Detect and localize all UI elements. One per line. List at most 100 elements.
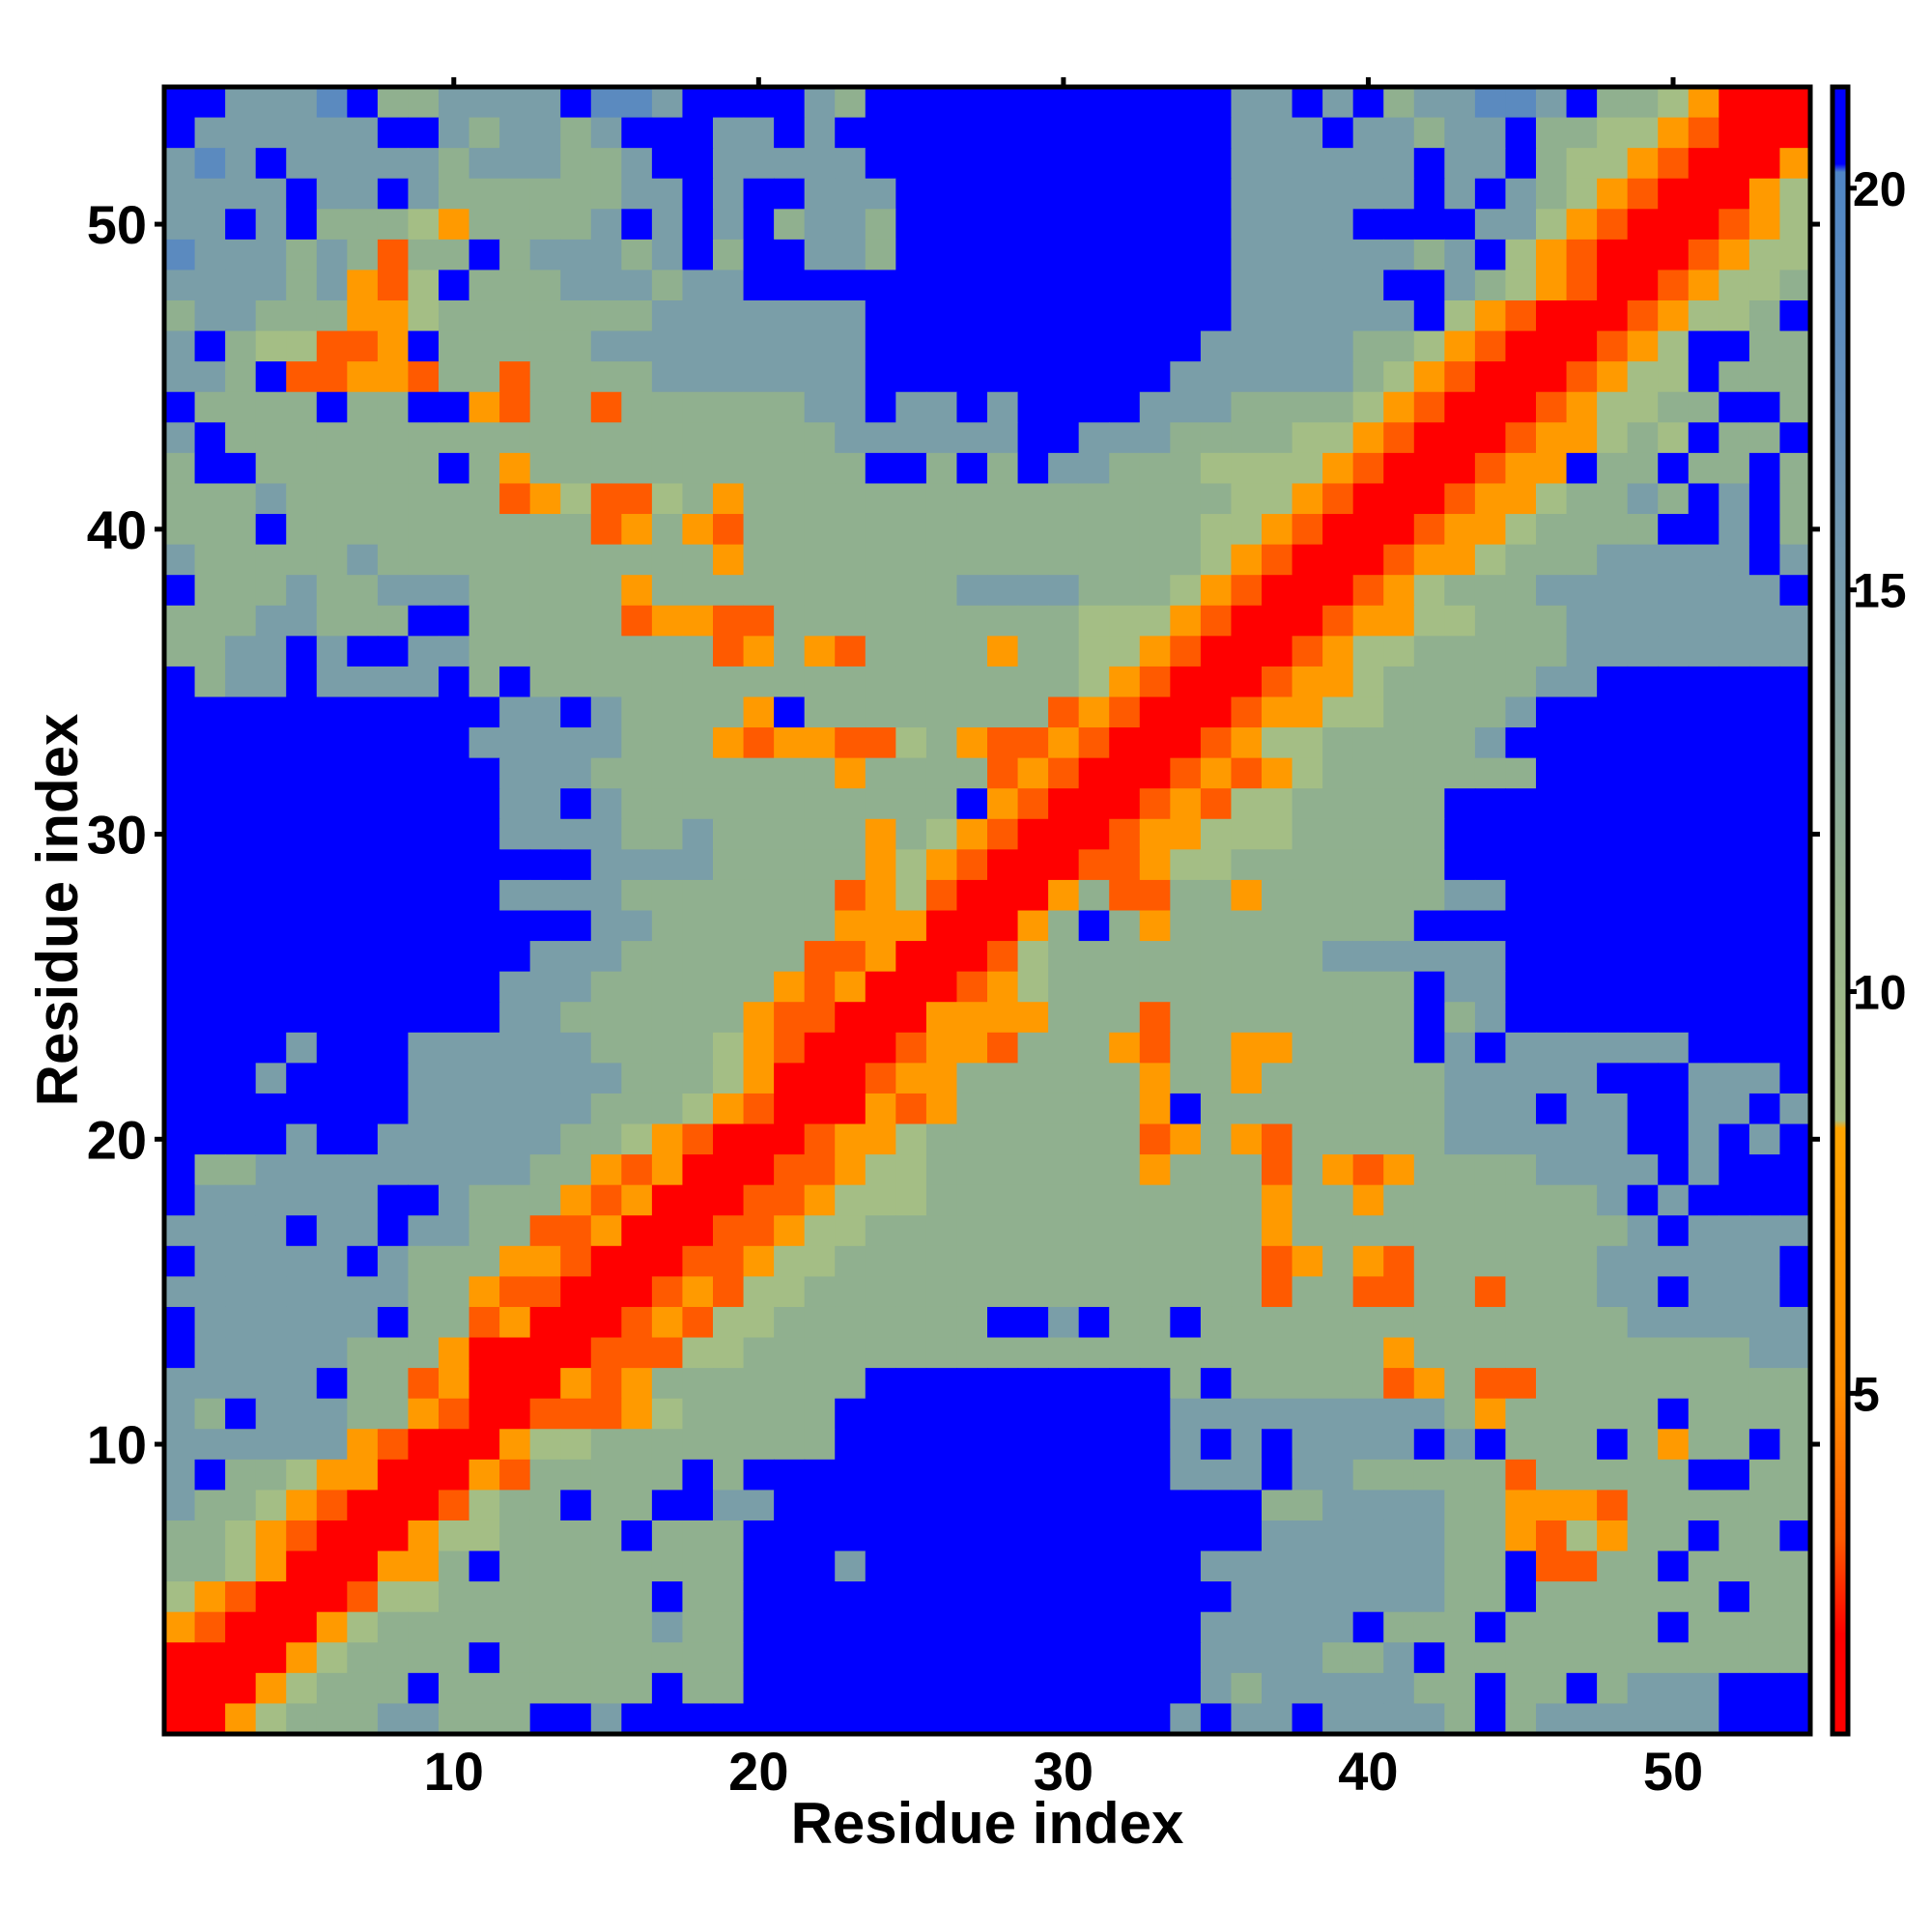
heatmap-cell: [194, 270, 226, 301]
heatmap-cell: [651, 788, 684, 820]
heatmap-cell: [377, 1368, 410, 1400]
heatmap-cell: [621, 1276, 653, 1308]
heatmap-cell: [316, 148, 348, 180]
heatmap-cell: [835, 605, 867, 637]
heatmap-cell: [1231, 757, 1263, 789]
heatmap-cell: [1017, 239, 1049, 271]
heatmap-cell: [408, 1642, 440, 1674]
heatmap-cell: [713, 1611, 745, 1643]
heatmap-cell: [835, 1215, 867, 1247]
heatmap-cell: [1413, 1032, 1445, 1064]
heatmap-cell: [1688, 514, 1719, 546]
heatmap-cell: [1536, 636, 1568, 668]
heatmap-cell: [743, 1245, 775, 1277]
heatmap-cell: [1352, 1337, 1384, 1369]
heatmap-cell: [408, 1490, 440, 1521]
heatmap-cell: [1444, 1490, 1476, 1521]
heatmap-cell: [560, 788, 592, 820]
heatmap-cell: [316, 422, 348, 454]
heatmap-cell: [1292, 1337, 1323, 1369]
heatmap-cell: [225, 1245, 257, 1277]
heatmap-cell: [1200, 1184, 1233, 1216]
heatmap-cell: [956, 696, 988, 728]
heatmap-cell: [1262, 1550, 1293, 1582]
y-tick-label: 10: [87, 1414, 147, 1475]
heatmap-cell: [774, 575, 806, 607]
heatmap-cell: [439, 1093, 470, 1125]
heatmap-cell: [1719, 1093, 1750, 1125]
heatmap-cell: [408, 971, 440, 1003]
heatmap-cell: [987, 270, 1019, 301]
heatmap-cell: [1352, 1368, 1384, 1400]
heatmap-cell: [316, 1215, 348, 1247]
heatmap-cell: [1597, 391, 1629, 423]
heatmap-cell: [865, 1368, 896, 1400]
heatmap-cell: [1170, 1337, 1202, 1369]
heatmap-cell: [408, 483, 440, 515]
heatmap-cell: [1748, 941, 1781, 973]
heatmap-cell: [1352, 971, 1384, 1003]
heatmap-cell: [1748, 1490, 1781, 1521]
heatmap-cell: [529, 1459, 561, 1491]
heatmap-cell: [743, 1429, 775, 1461]
heatmap-cell: [347, 941, 379, 973]
heatmap-cell: [1536, 941, 1568, 973]
heatmap-cell: [560, 757, 592, 789]
heatmap-cell: [1262, 270, 1293, 301]
heatmap-cell: [1139, 757, 1171, 789]
heatmap-cell: [225, 1002, 257, 1034]
heatmap-cell: [316, 1123, 348, 1155]
heatmap-cell: [225, 1581, 257, 1613]
heatmap-cell: [1413, 1550, 1445, 1582]
heatmap-cell: [1505, 849, 1537, 881]
heatmap-cell: [590, 757, 622, 789]
heatmap-cell: [743, 209, 775, 241]
heatmap-cell: [1322, 544, 1354, 576]
heatmap-cell: [194, 788, 226, 820]
heatmap-cell: [1627, 1459, 1659, 1491]
heatmap-cell: [1688, 422, 1719, 454]
heatmap-cell: [987, 1215, 1019, 1247]
heatmap-cell: [865, 879, 896, 912]
heatmap-cell: [743, 1642, 775, 1674]
heatmap-cell: [408, 1611, 440, 1643]
heatmap-cell: [1748, 514, 1781, 546]
heatmap-cell: [439, 1063, 470, 1094]
heatmap-cell: [987, 666, 1019, 698]
heatmap-cell: [1658, 696, 1690, 728]
heatmap-cell: [1413, 818, 1445, 850]
heatmap-cell: [439, 1306, 470, 1339]
heatmap-cell: [1139, 1306, 1171, 1339]
heatmap-cell: [1383, 1459, 1415, 1491]
heatmap-cell: [1200, 483, 1233, 515]
heatmap-cell: [1536, 270, 1568, 301]
x-tick-label: 20: [728, 1741, 788, 1802]
heatmap-cell: [439, 1032, 470, 1064]
heatmap-cell: [255, 1703, 287, 1735]
heatmap-cell: [1658, 270, 1690, 301]
heatmap-cell: [194, 483, 226, 515]
heatmap-cell: [194, 666, 226, 698]
heatmap-cell: [1748, 666, 1781, 698]
heatmap-cell: [286, 452, 318, 485]
heatmap-cell: [164, 117, 196, 149]
heatmap-cell: [1262, 788, 1293, 820]
heatmap-cell: [1383, 1550, 1415, 1582]
heatmap-cell: [499, 575, 531, 607]
heatmap-cell: [1352, 239, 1384, 271]
heatmap-cell: [621, 849, 653, 881]
heatmap-cell: [1078, 788, 1110, 820]
heatmap-cell: [1748, 87, 1781, 119]
heatmap-cell: [1413, 1703, 1445, 1735]
heatmap-cell: [1505, 636, 1537, 668]
heatmap-cell: [1078, 1337, 1110, 1369]
heatmap-cell: [255, 483, 287, 515]
heatmap-cell: [1292, 514, 1323, 546]
heatmap-cell: [1658, 300, 1690, 332]
heatmap-cell: [1292, 1581, 1323, 1613]
heatmap-cell: [1383, 879, 1415, 912]
heatmap-cell: [804, 391, 836, 423]
heatmap-cell: [469, 788, 500, 820]
heatmap-cell: [377, 696, 410, 728]
